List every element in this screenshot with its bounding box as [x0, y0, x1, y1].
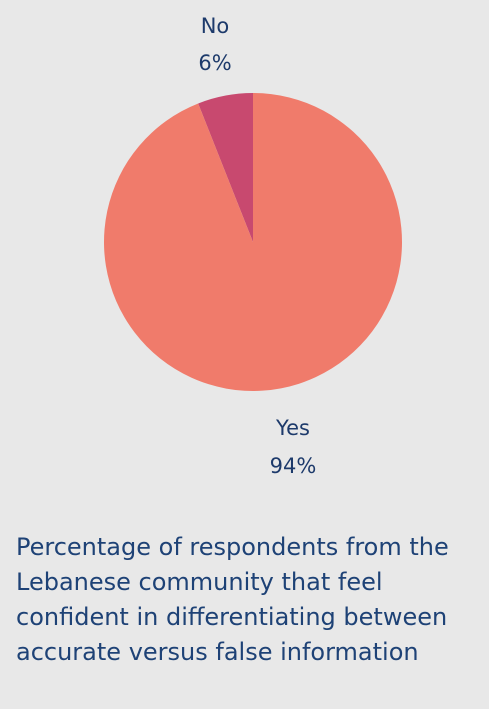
slice-value-yes: 94% — [270, 454, 317, 478]
pie-slice-no — [198, 93, 253, 242]
slice-value-no: 6% — [198, 51, 231, 75]
slice-label-yes: Yes — [275, 416, 310, 440]
chart-caption: Percentage of respondents from the Leban… — [16, 533, 449, 666]
pie-slice-yes — [103, 93, 403, 391]
pie-chart: No 6% Yes 94% — [103, 14, 403, 478]
slice-label-no: No — [201, 14, 230, 38]
